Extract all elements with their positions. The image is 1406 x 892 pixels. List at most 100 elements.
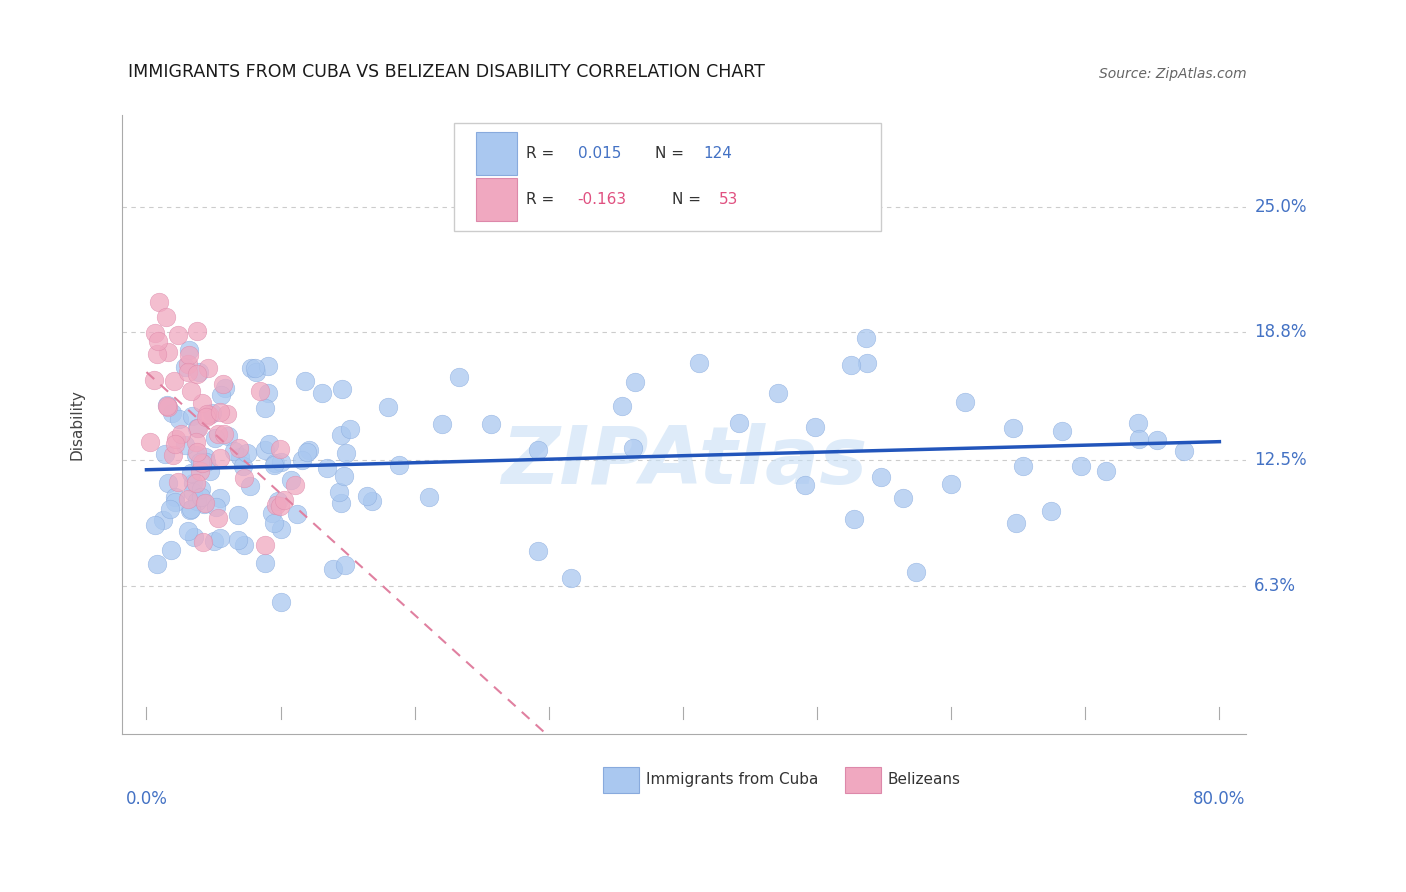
Point bbox=[205, 500, 228, 514]
Point bbox=[181, 476, 204, 491]
Point bbox=[330, 382, 353, 396]
Point bbox=[162, 448, 184, 462]
Point bbox=[270, 454, 292, 468]
Point bbox=[254, 443, 277, 458]
Point bbox=[212, 377, 235, 392]
Point bbox=[209, 388, 232, 402]
Point bbox=[191, 457, 214, 471]
Point bbox=[1146, 434, 1168, 448]
Point bbox=[188, 454, 211, 468]
Point bbox=[1040, 503, 1063, 517]
Point bbox=[228, 450, 250, 465]
Point bbox=[193, 498, 215, 512]
Point bbox=[177, 357, 200, 371]
Point bbox=[176, 366, 198, 380]
Point bbox=[253, 538, 276, 552]
Point bbox=[139, 435, 162, 450]
Point bbox=[449, 370, 471, 384]
Point bbox=[207, 511, 229, 525]
Point bbox=[245, 365, 267, 379]
Point bbox=[1128, 432, 1150, 446]
Point bbox=[170, 427, 193, 442]
Point bbox=[263, 516, 285, 530]
Text: Belizeans: Belizeans bbox=[887, 772, 960, 788]
Point bbox=[481, 417, 503, 432]
Point bbox=[188, 464, 211, 478]
Point bbox=[728, 417, 751, 431]
Text: 6.3%: 6.3% bbox=[1254, 576, 1296, 595]
Point bbox=[194, 455, 217, 469]
Point bbox=[183, 531, 205, 545]
Point bbox=[844, 512, 866, 526]
FancyBboxPatch shape bbox=[477, 178, 517, 221]
Point bbox=[621, 441, 644, 455]
Point bbox=[165, 490, 187, 504]
Point bbox=[165, 432, 187, 446]
Point bbox=[1070, 459, 1092, 474]
Text: ZIPAtlas: ZIPAtlas bbox=[501, 423, 868, 500]
Point bbox=[162, 406, 184, 420]
Point bbox=[264, 456, 287, 470]
Point bbox=[339, 422, 361, 436]
Point bbox=[186, 324, 208, 338]
Point bbox=[322, 561, 344, 575]
FancyBboxPatch shape bbox=[477, 132, 517, 175]
Point bbox=[356, 489, 378, 503]
Point bbox=[1126, 416, 1149, 430]
Point bbox=[253, 401, 276, 416]
Text: Source: ZipAtlas.com: Source: ZipAtlas.com bbox=[1098, 68, 1246, 81]
Point bbox=[526, 442, 548, 457]
Point bbox=[526, 544, 548, 558]
Point bbox=[269, 499, 291, 513]
Point bbox=[377, 401, 399, 415]
Point bbox=[156, 475, 179, 490]
Point bbox=[329, 496, 352, 510]
Point bbox=[612, 399, 634, 413]
Point bbox=[198, 464, 221, 478]
Point bbox=[766, 385, 789, 400]
Point bbox=[311, 386, 333, 401]
Point bbox=[214, 381, 236, 395]
Point bbox=[195, 410, 218, 425]
Point bbox=[291, 452, 314, 467]
Point bbox=[179, 503, 201, 517]
Point bbox=[174, 359, 197, 374]
Point bbox=[217, 429, 239, 443]
Point bbox=[1173, 443, 1195, 458]
Point bbox=[143, 517, 166, 532]
Point bbox=[155, 398, 177, 412]
Point bbox=[228, 441, 250, 455]
Point bbox=[180, 384, 202, 399]
Point bbox=[180, 466, 202, 480]
Point bbox=[1095, 465, 1118, 479]
Point bbox=[165, 495, 187, 509]
Point bbox=[181, 485, 204, 500]
Point bbox=[152, 513, 174, 527]
Point bbox=[270, 595, 292, 609]
Point bbox=[208, 450, 231, 465]
Point bbox=[284, 478, 307, 492]
Point bbox=[160, 543, 183, 558]
Point bbox=[418, 490, 440, 504]
Point bbox=[560, 571, 582, 585]
Point bbox=[904, 565, 927, 579]
Point bbox=[688, 356, 710, 370]
Text: IMMIGRANTS FROM CUBA VS BELIZEAN DISABILITY CORRELATION CHART: IMMIGRANTS FROM CUBA VS BELIZEAN DISABIL… bbox=[128, 63, 765, 81]
Point bbox=[174, 438, 197, 452]
Point bbox=[939, 477, 962, 491]
Point bbox=[263, 458, 285, 472]
Point bbox=[146, 347, 169, 361]
Point bbox=[623, 376, 645, 390]
Point bbox=[165, 437, 187, 451]
Point bbox=[233, 538, 256, 552]
Point bbox=[267, 494, 290, 508]
Point bbox=[243, 361, 266, 376]
Point bbox=[177, 491, 200, 506]
Point bbox=[201, 405, 224, 419]
Point bbox=[841, 358, 863, 372]
Point bbox=[870, 470, 893, 484]
Point bbox=[179, 343, 201, 357]
Point bbox=[208, 531, 231, 545]
Point bbox=[146, 557, 169, 571]
Point bbox=[184, 435, 207, 450]
